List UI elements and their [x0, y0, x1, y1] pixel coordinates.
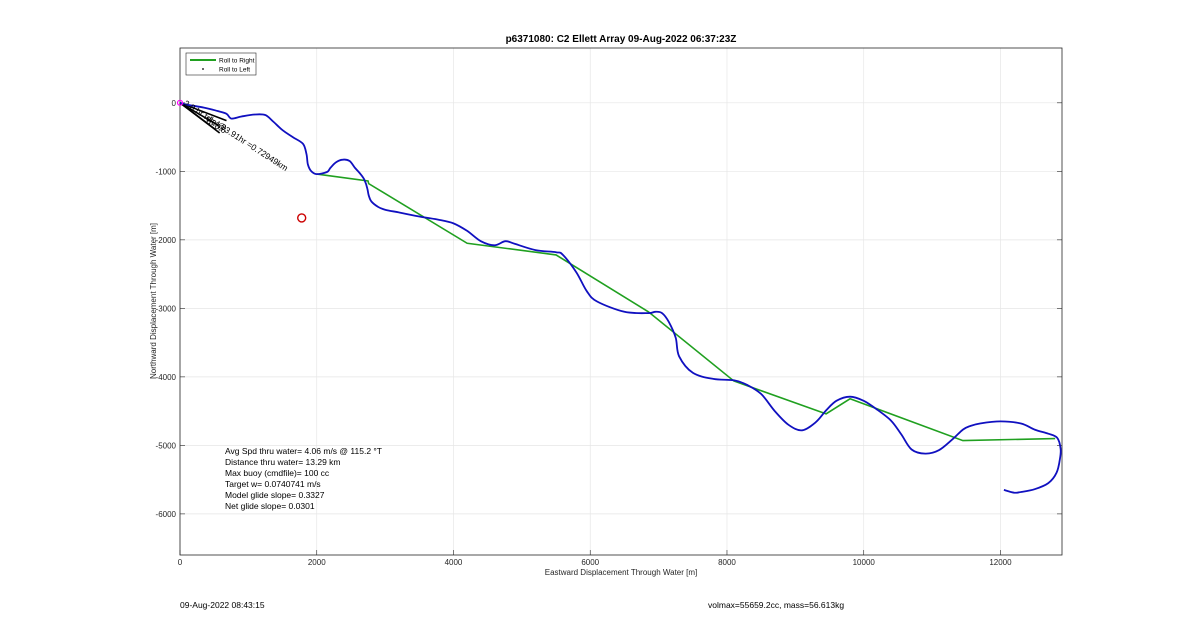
y-tick-label: -4000	[156, 373, 177, 382]
stats-block: Avg Spd thru water= 4.06 m/s @ 115.2 °T …	[225, 446, 382, 511]
x-tick-label: 6000	[581, 558, 599, 567]
roll-right-series-line	[316, 173, 1056, 442]
y-tick-label: -1000	[156, 167, 177, 176]
footer-volmax: volmax=55659.2cc, mass=56.613kg	[708, 600, 844, 610]
y-tick-label: 0	[172, 99, 177, 108]
start-marker	[176, 99, 184, 106]
stat-distance: Distance thru water= 13.29 km	[225, 457, 341, 467]
x-tick-label: 8000	[718, 558, 736, 567]
stat-target-w: Target w= 0.0740741 m/s	[225, 479, 321, 489]
y-tick-label: -6000	[156, 510, 177, 519]
roll-left-segment	[179, 102, 221, 134]
track-line	[179, 101, 1062, 494]
ticks: 0 2000 4000 6000 8000 10000 12000 0 -1000 -2000 -3…	[156, 99, 1062, 567]
chart-title: p6371080: C2 Ellett Array 09-Aug-2022 06…	[506, 34, 737, 45]
target-marker	[297, 213, 307, 223]
x-tick-label: 2000	[308, 558, 326, 567]
stat-model-glide: Model glide slope= 0.3327	[225, 490, 325, 500]
x-tick-label: 10000	[853, 558, 876, 567]
legend-roll-left-label: Roll to Left	[219, 67, 250, 74]
x-tick-label: 12000	[989, 558, 1012, 567]
roll-left-segment	[179, 102, 219, 127]
x-tick-label: 0	[178, 558, 183, 567]
roll-left-segment	[179, 102, 227, 122]
x-tick-label: 4000	[445, 558, 463, 567]
y-tick-label: -2000	[156, 236, 177, 245]
legend-roll-right-label: Roll to Right	[219, 58, 255, 65]
footer-date: 09-Aug-2022 08:43:15	[180, 600, 265, 610]
axes-background	[180, 48, 1062, 555]
axes-box	[179, 47, 1063, 556]
stat-avg-speed: Avg Spd thru water= 4.06 m/s @ 115.2 °T	[225, 446, 382, 456]
x-axis-label: Eastward Displacement Through Water [m]	[545, 568, 698, 577]
stat-max-buoy: Max buoy (cmdfile)= 100 cc	[225, 468, 330, 478]
y-tick-label: -5000	[156, 441, 177, 450]
y-tick-label: -3000	[156, 304, 177, 313]
stat-net-glide: Net glide slope= 0.0301	[225, 501, 315, 511]
y-axis-label: Northward Displacement Through Water [m]	[149, 223, 158, 379]
legend-roll-left-marker	[202, 68, 204, 70]
legend: Roll to Right Roll to Left	[185, 52, 257, 76]
